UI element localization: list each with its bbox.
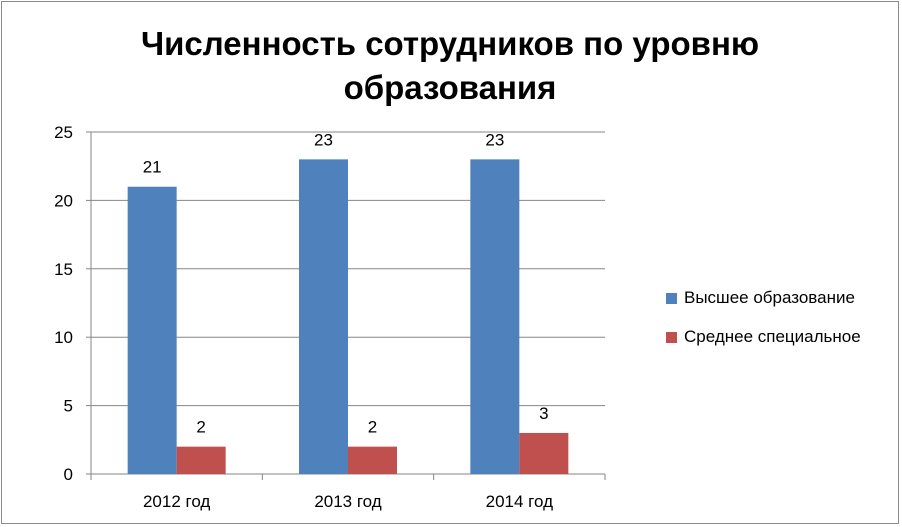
legend: Высшее образование Среднее специальное [666, 288, 861, 366]
legend-label-secondary: Среднее специальное [684, 327, 861, 346]
y-tick-label: 10 [54, 328, 73, 347]
bars [127, 159, 569, 475]
data-label: 3 [539, 404, 548, 423]
data-labels: 21 2 23 2 23 3 [143, 130, 549, 436]
y-tick-label: 20 [54, 191, 73, 210]
chart-title: Численность сотрудников по уровню образов… [90, 22, 810, 110]
x-tick-label: 2012 год [143, 492, 210, 511]
bar [470, 159, 520, 475]
data-label: 23 [314, 130, 333, 149]
bar [299, 159, 348, 475]
y-tick-label: 15 [54, 260, 73, 279]
y-tick-label: 0 [64, 465, 73, 484]
legend-item-secondary: Среднее специальное [666, 327, 861, 347]
data-label: 2 [368, 418, 377, 437]
legend-item-higher: Высшее образование [666, 288, 861, 308]
y-tick-label: 25 [54, 123, 73, 142]
data-label: 21 [143, 158, 162, 177]
legend-swatch-higher [666, 292, 677, 304]
x-tick-label: 2014 год [486, 492, 553, 511]
x-tick-label: 2013 год [314, 492, 381, 511]
bar [348, 446, 397, 474]
bar [519, 432, 569, 474]
title-line-1: Численность сотрудников по уровню [140, 25, 760, 62]
title-line-2: образования [343, 69, 557, 106]
tick-labels: 0 5 10 15 20 25 2012 год 2013 год 2014 год [54, 123, 553, 511]
y-tick-label: 5 [64, 397, 73, 416]
bar [176, 446, 226, 474]
data-label: 23 [485, 130, 504, 149]
bar [127, 186, 177, 474]
legend-label-higher: Высшее образование [684, 288, 855, 307]
legend-swatch-secondary [666, 331, 677, 343]
data-label: 2 [196, 418, 205, 437]
